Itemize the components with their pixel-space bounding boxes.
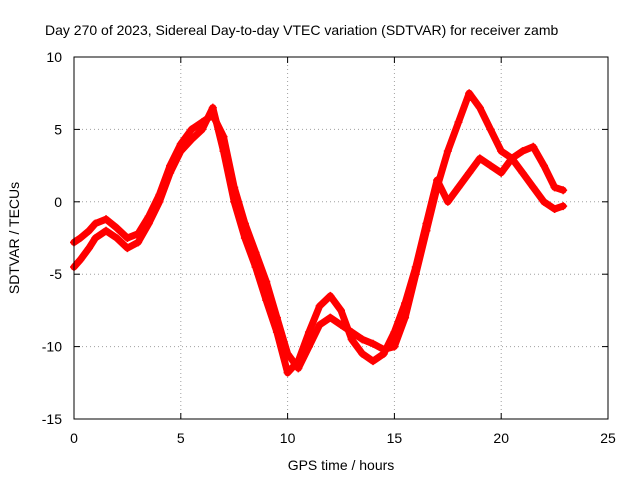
data-point xyxy=(230,197,239,206)
chart-title: Day 270 of 2023, Sidereal Day-to-day VTE… xyxy=(45,22,558,38)
data-point xyxy=(529,142,538,151)
data-point xyxy=(219,147,228,156)
y-tick-label: 5 xyxy=(54,121,62,137)
data-point xyxy=(337,306,345,315)
data-point xyxy=(187,135,196,144)
series-track-b xyxy=(70,104,567,377)
x-tick-label: 25 xyxy=(600,430,616,446)
data-point xyxy=(475,103,484,112)
data-series xyxy=(70,89,568,377)
data-point xyxy=(358,349,367,358)
data-point xyxy=(102,215,111,224)
data-point xyxy=(486,125,495,134)
data-point xyxy=(294,357,303,366)
x-tick-label: 0 xyxy=(70,430,78,446)
data-point xyxy=(443,147,452,156)
y-tick-label: -15 xyxy=(42,411,62,427)
data-point xyxy=(102,226,111,235)
data-point xyxy=(411,262,420,271)
data-point xyxy=(358,335,367,344)
data-point xyxy=(539,161,548,170)
x-tick-label: 15 xyxy=(387,430,403,446)
data-point xyxy=(315,302,324,311)
data-point xyxy=(465,168,474,177)
data-point xyxy=(304,328,313,337)
data-point xyxy=(198,125,207,134)
data-point xyxy=(326,313,335,322)
x-tick-label: 5 xyxy=(177,430,185,446)
data-point xyxy=(539,197,548,206)
data-point xyxy=(123,244,132,253)
y-axis-label: SDTVAR / TECUs xyxy=(6,182,22,294)
data-point xyxy=(486,161,495,170)
y-tick-label: -5 xyxy=(50,266,63,282)
data-point xyxy=(559,186,568,195)
grid xyxy=(74,57,608,419)
data-point xyxy=(454,183,463,192)
data-point xyxy=(379,349,388,358)
data-point xyxy=(176,147,185,156)
data-point xyxy=(283,368,292,377)
y-tick-label: 10 xyxy=(46,49,62,65)
data-point xyxy=(369,339,378,348)
y-tick-label: 0 xyxy=(54,194,62,210)
data-point xyxy=(315,320,324,329)
x-tick-label: 10 xyxy=(280,430,296,446)
data-point xyxy=(529,183,538,192)
data-point xyxy=(559,202,568,211)
data-point xyxy=(347,335,356,344)
data-point xyxy=(91,234,100,242)
data-point xyxy=(112,223,121,232)
data-point xyxy=(155,197,164,206)
data-point xyxy=(401,299,410,308)
data-point xyxy=(76,234,85,242)
data-point xyxy=(272,328,281,337)
y-tick-labels: -15 -10 -5 0 5 10 xyxy=(42,49,62,427)
data-point xyxy=(475,154,484,163)
data-point xyxy=(326,291,335,300)
data-point xyxy=(390,342,399,351)
y-tick-label: -10 xyxy=(42,339,62,355)
data-point xyxy=(84,226,93,235)
data-point xyxy=(251,262,260,271)
data-point xyxy=(497,147,506,156)
data-point xyxy=(518,168,527,177)
data-point xyxy=(144,219,153,228)
plot-frame xyxy=(73,56,609,420)
axis-ticks xyxy=(73,56,609,420)
data-point xyxy=(550,205,559,214)
data-point xyxy=(134,238,143,247)
data-point xyxy=(76,255,85,264)
data-point xyxy=(262,296,271,305)
data-point xyxy=(187,125,196,134)
data-point xyxy=(208,103,217,112)
x-tick-label: 20 xyxy=(493,430,509,446)
data-point xyxy=(518,147,527,156)
data-point xyxy=(443,197,452,206)
data-point xyxy=(123,234,132,242)
data-point xyxy=(550,183,559,192)
x-axis-label: GPS time / hours xyxy=(288,457,395,473)
data-point xyxy=(112,234,121,242)
data-point xyxy=(465,89,474,98)
data-point xyxy=(454,118,463,127)
data-point xyxy=(433,176,442,185)
data-point xyxy=(369,357,378,366)
data-point xyxy=(91,219,100,228)
x-tick-labels: 0 5 10 15 20 25 xyxy=(70,430,616,446)
data-point xyxy=(390,328,399,337)
data-point xyxy=(422,219,431,228)
data-point xyxy=(84,244,93,253)
data-point xyxy=(240,234,249,242)
data-point xyxy=(166,168,175,177)
data-point xyxy=(507,154,516,163)
data-point xyxy=(497,168,506,177)
